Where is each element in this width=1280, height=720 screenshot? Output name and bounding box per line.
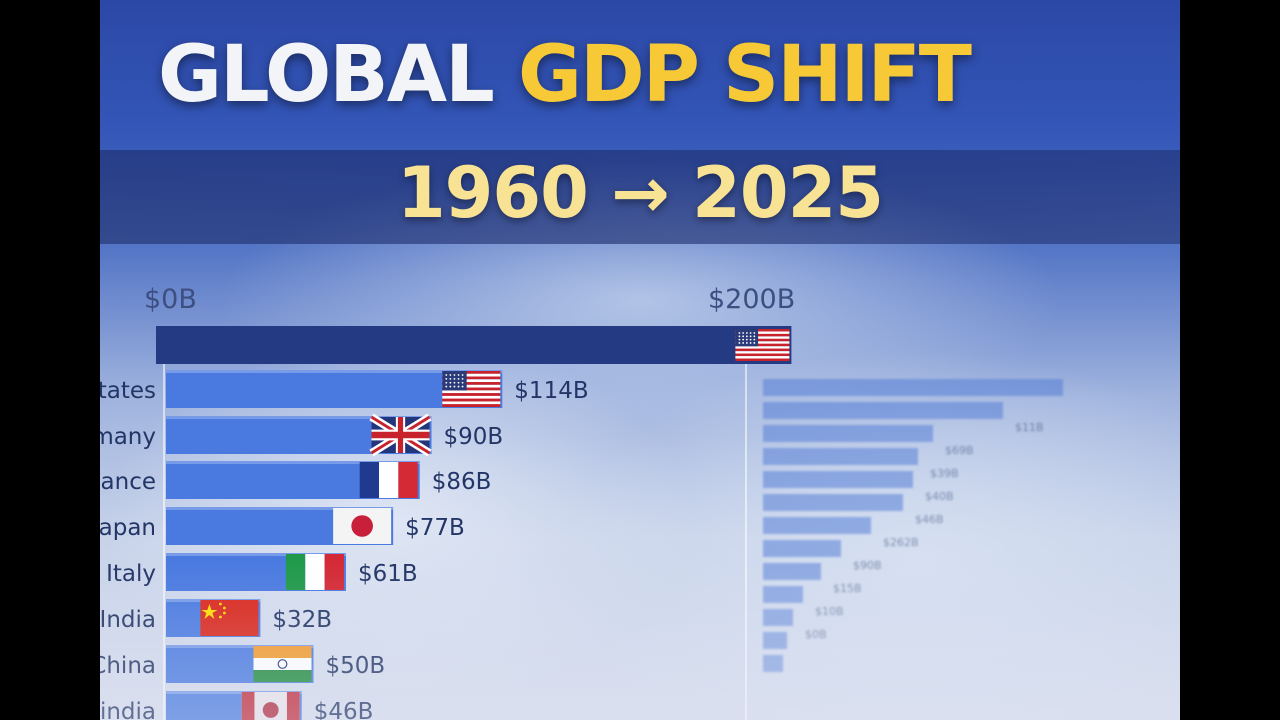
value-label: $114B [514, 378, 588, 404]
bar-row: $90B many [100, 413, 504, 457]
india-flag-icon [253, 646, 312, 682]
value-label: $86B [432, 469, 492, 495]
category-label: ance [101, 469, 156, 495]
value-label: $32B [272, 607, 332, 633]
bar-highlight [166, 370, 503, 373]
chart-title: GLOBAL GDP SHIFT [158, 36, 972, 114]
bar-layer: $114B tates $90B many $86B ance $77B apan $61B It… [100, 326, 792, 720]
value-label: $61B [358, 561, 418, 587]
title-global: GLOBAL [158, 30, 495, 120]
value-label: $90B [444, 424, 504, 450]
bar-highlight [166, 553, 346, 556]
bar-row [156, 326, 792, 364]
subtitle-band [100, 150, 1180, 244]
bar-highlight [166, 416, 432, 419]
category-label: tates [100, 378, 156, 404]
title-gdp-shift: GDP SHIFT [517, 30, 972, 120]
bar-highlight [166, 507, 394, 510]
bar-highlight [166, 461, 420, 464]
tick-label: $0B [144, 284, 197, 315]
category-label: apan [100, 515, 156, 541]
france-flag-icon [359, 462, 418, 498]
category-label: india [100, 699, 156, 720]
bar-row: $114B tates [100, 370, 589, 408]
bar-highlight [166, 691, 302, 694]
bar-chart: $0B $200B $114B tates $90B many $86B ance $77B a… [100, 284, 795, 720]
bar-row: $86B ance [101, 461, 492, 499]
value-label: $46B [314, 699, 374, 720]
chart-subtitle: 1960 → 2025 [396, 152, 884, 234]
iran-flag-icon [241, 692, 300, 720]
uk-flag-icon [369, 413, 432, 457]
axis-layer: $0B $200B [144, 284, 795, 720]
chart-stage: GLOBAL GDP SHIFT 1960 → 2025 $11B $69B $39… [100, 0, 1180, 720]
bar-row: $77B apan [100, 507, 465, 545]
italy-flag-icon [285, 554, 344, 590]
category-label: many [100, 424, 156, 450]
category-label: India [100, 607, 156, 633]
bar-row: $61B Italy [106, 553, 418, 591]
bar-row: $32B India [100, 599, 332, 637]
bar-row: $46B india [100, 691, 373, 720]
category-label: China [100, 653, 156, 679]
bar-highlight [166, 645, 314, 648]
category-label: Italy [106, 561, 156, 587]
bar-top [156, 326, 792, 364]
usa-flag-icon [735, 329, 790, 361]
value-label: $50B [326, 653, 386, 679]
tick-label: $200B [708, 284, 795, 315]
bar-row: $50B China [100, 645, 385, 683]
value-label: $77B [405, 515, 465, 541]
china-flag-icon [200, 600, 259, 636]
japan-flag-icon [333, 508, 392, 544]
usa-flag-icon [442, 371, 501, 407]
